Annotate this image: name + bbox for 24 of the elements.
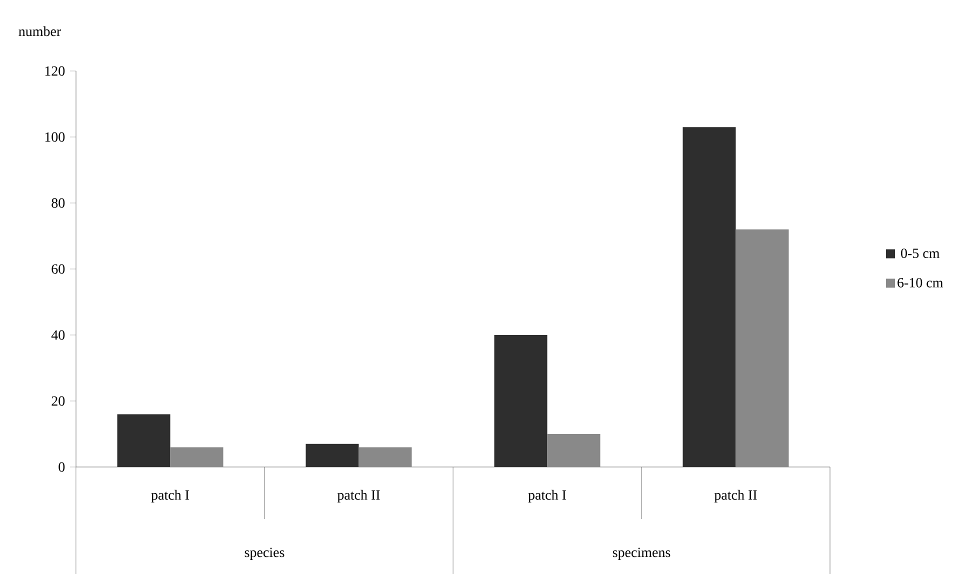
bar — [117, 414, 170, 467]
y-tick-label: 80 — [52, 198, 65, 208]
y-tick-label: 120 — [45, 66, 65, 76]
legend-label: 0-5 cm — [901, 248, 940, 258]
y-tick-label: 20 — [52, 396, 65, 406]
bar — [358, 447, 412, 467]
text: specimens — [612, 548, 670, 560]
bar — [736, 229, 789, 467]
x-tick-label: patch I — [151, 490, 190, 503]
x-tick-label: patch II — [714, 490, 757, 503]
y-tick-label: 40 — [51, 330, 65, 340]
x-tick-label: patch II — [337, 490, 380, 503]
bar — [682, 127, 736, 467]
y-axis-title: number — [18, 26, 62, 36]
x-tick-label: patch I — [528, 490, 566, 503]
bar — [170, 447, 224, 467]
bar — [547, 434, 600, 467]
y-tick-label: 0 — [58, 462, 65, 472]
text: species — [244, 548, 284, 560]
legend-label: 6-10 cm — [898, 278, 944, 288]
y-tick-label: 100 — [45, 132, 65, 142]
bar — [306, 444, 359, 467]
y-tick-label: 60 — [52, 264, 65, 274]
bar — [494, 335, 548, 467]
